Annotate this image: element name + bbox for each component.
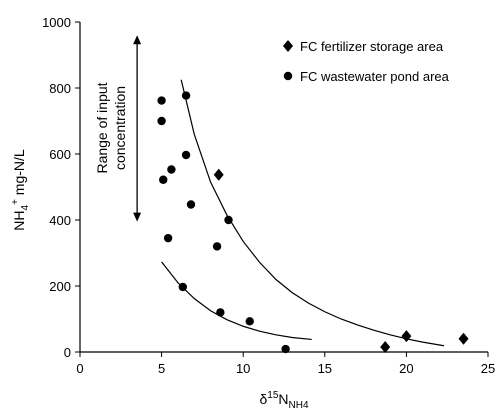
y-tick-label: 0: [64, 345, 71, 360]
trend-curve: [161, 261, 312, 341]
data-point-diamond: [458, 332, 469, 345]
y-tick-label: 600: [49, 147, 71, 162]
data-point-circle: [181, 150, 191, 160]
x-tick-label: 10: [236, 361, 250, 376]
x-axis-title: δ15NNH4: [259, 390, 308, 411]
data-point-circle: [245, 317, 254, 326]
data-point-circle: [157, 116, 166, 126]
x-ticks: 0 5 10 15 20 25: [76, 352, 495, 376]
annotation-line-2: concentration: [112, 86, 128, 170]
annotation-line-1: Range of input: [94, 82, 110, 173]
data-point-circle: [216, 308, 225, 317]
y-tick-label: 400: [49, 213, 71, 228]
data-point-circle: [186, 200, 196, 209]
legend-marker-circle-icon: [283, 71, 293, 81]
x-tick-label: 15: [318, 361, 332, 376]
legend-marker-diamond-icon: [283, 40, 293, 52]
arrow-head-down-icon: [133, 212, 142, 222]
data-point-diamond: [380, 341, 391, 354]
y-tick-label: 800: [49, 81, 71, 96]
data-points: [157, 91, 469, 354]
x-tick-label: 5: [158, 361, 165, 376]
data-point-circle: [167, 165, 176, 174]
data-point-circle: [178, 282, 188, 292]
data-point-diamond: [213, 168, 224, 181]
data-point-circle: [281, 344, 290, 354]
data-point-circle: [159, 175, 168, 184]
data-point-circle: [212, 242, 222, 251]
data-point-diamond: [401, 330, 412, 343]
x-tick-label: 25: [481, 361, 495, 376]
trend-curve: [180, 79, 445, 347]
data-point-circle: [181, 91, 191, 100]
y-ticks: 0 200 400 600 800 1000: [42, 15, 80, 360]
data-point-circle: [157, 96, 166, 105]
data-point-circle: [163, 233, 173, 243]
input-range-annotation: Range of input concentration: [94, 35, 142, 222]
trend-curves: [161, 79, 445, 347]
legend-label-fertilizer: FC fertilizer storage area: [300, 39, 444, 54]
x-tick-label: 20: [399, 361, 413, 376]
y-tick-label: 1000: [42, 15, 71, 30]
legend-label-wastewater: FC wastewater pond area: [300, 69, 450, 84]
data-point-circle: [224, 215, 233, 225]
arrow-head-up-icon: [133, 35, 142, 45]
x-tick-label: 0: [76, 361, 83, 376]
y-axis-title: NH4+ mg-N/L: [10, 149, 31, 231]
y-tick-label: 200: [49, 279, 71, 294]
legend: FC fertilizer storage area FC wastewater…: [283, 39, 450, 84]
